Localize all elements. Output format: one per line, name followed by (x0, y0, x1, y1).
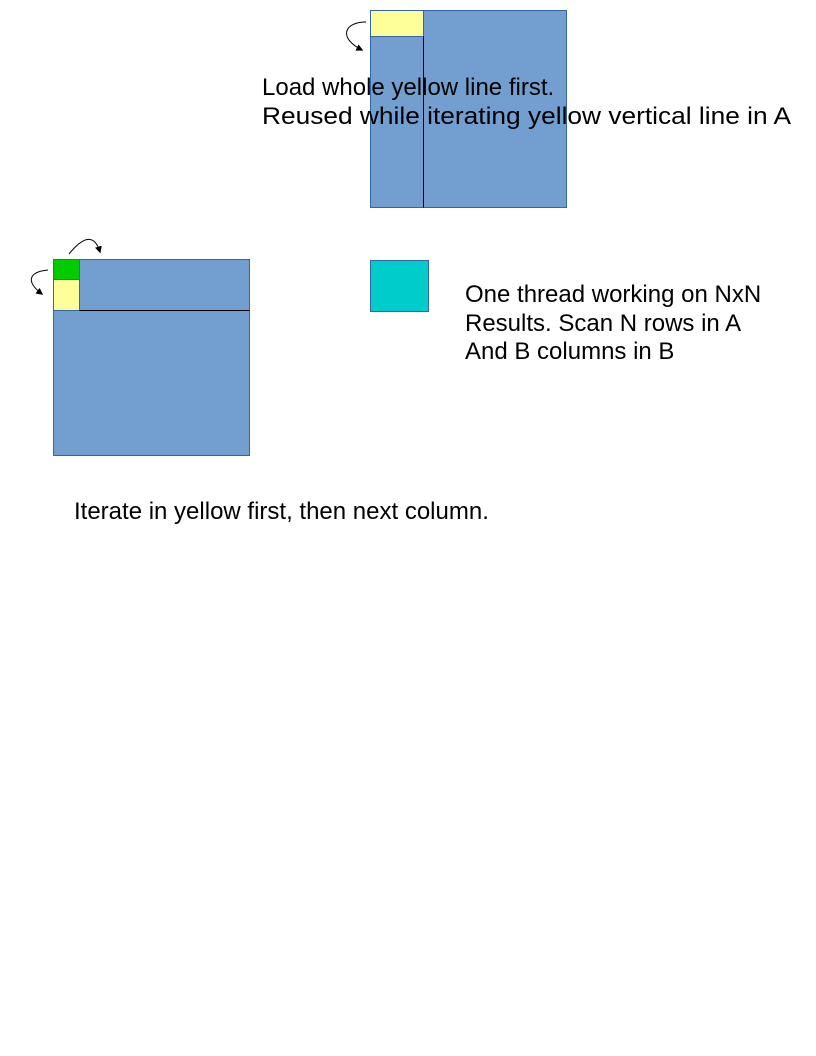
bottom-note: Iterate in yellow first, then next colum… (74, 498, 489, 525)
matrix-b (346, 10, 567, 208)
matrix-a-down-arrow-icon (31, 269, 49, 295)
thread-note-line2: Results. Scan N rows in A (465, 310, 741, 337)
matrix-b-yellow-tile (370, 10, 424, 37)
thread-note-line3: And B columns in B (465, 338, 674, 365)
matrix-a (31, 239, 250, 456)
matrix-b-arrow-icon (346, 21, 367, 51)
matrix-a-yellow-tile (53, 279, 80, 311)
result-tile (370, 260, 429, 312)
matrix-a-right-arrow-icon (68, 239, 102, 255)
thread-note-line1: One thread working on NxN (465, 281, 761, 308)
top-note-line2: Reused while iterating yellow vertical l… (262, 103, 791, 130)
matrix-a-block (53, 259, 250, 456)
matrix-a-green-tile (53, 259, 80, 280)
top-note-line1: Load whole yellow line first. (262, 74, 554, 101)
matrix-b-block (370, 10, 567, 208)
